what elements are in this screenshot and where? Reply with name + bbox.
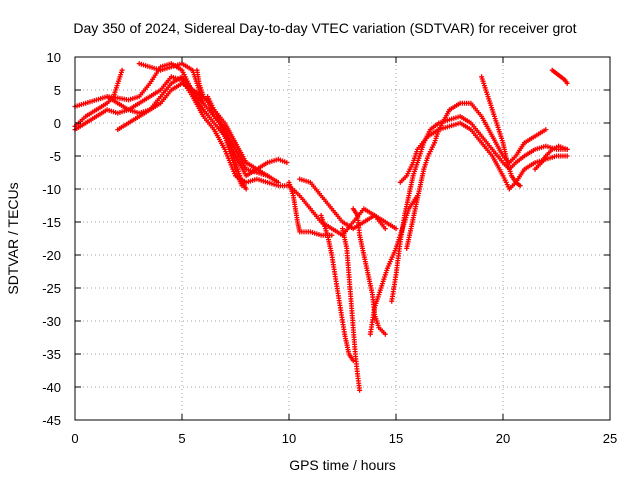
data-point [517,183,523,189]
data-point [329,232,335,238]
axis-ticks: 0 5 10 15 20 25 10 5 0 -5 -10 -15 -20 -25 -30 -35 -40 -45 [42,50,617,446]
x-tick-label: 5 [178,431,185,446]
y-tick-label: -20 [42,248,61,263]
data-series-track [104,74,281,185]
data-series-track [549,67,570,86]
data-point [543,127,549,133]
data-point [382,331,388,337]
y-tick-label: -15 [42,215,61,230]
data-series-track [297,176,388,232]
data-point [564,80,570,86]
data-point [119,67,125,73]
data-series-track [532,143,570,172]
data-point [564,153,570,159]
y-tick-label: -25 [42,281,61,296]
data-point [200,100,206,106]
data-point [284,160,290,166]
data-point [239,183,245,189]
data-point [564,146,570,152]
data-series-track [404,100,549,251]
x-tick-label: 20 [496,431,510,446]
x-tick-label: 0 [71,431,78,446]
y-axis-label: SDTVAR / TECUs [5,182,21,294]
data-series [72,61,570,393]
data-series-track [479,74,523,189]
grid-lines [75,57,610,420]
y-tick-label: -10 [42,182,61,197]
data-series-track [205,94,245,189]
y-tick-label: -5 [49,149,61,164]
data-series-track [367,193,420,337]
y-tick-label: 10 [47,50,61,65]
y-tick-label: 5 [54,83,61,98]
data-point [357,387,363,393]
x-axis-label: GPS time / hours [289,457,396,473]
data-point [393,226,399,232]
data-series-track [115,80,271,179]
x-tick-label: 25 [603,431,617,446]
data-point [350,358,356,364]
y-tick-label: -45 [42,413,61,428]
y-tick-label: -35 [42,347,61,362]
data-point [243,186,249,192]
chart-title: Day 350 of 2024, Sidereal Day-to-day VTE… [73,20,576,36]
data-point [265,173,271,179]
y-tick-label: -30 [42,314,61,329]
data-point [382,226,388,232]
y-tick-label: -40 [42,380,61,395]
y-tick-label: 0 [54,116,61,131]
data-series-track [340,226,363,393]
data-point [275,179,281,185]
x-tick-label: 15 [389,431,403,446]
x-tick-label: 10 [282,431,296,446]
data-series-track [318,212,356,364]
plot-frame [74,56,611,421]
